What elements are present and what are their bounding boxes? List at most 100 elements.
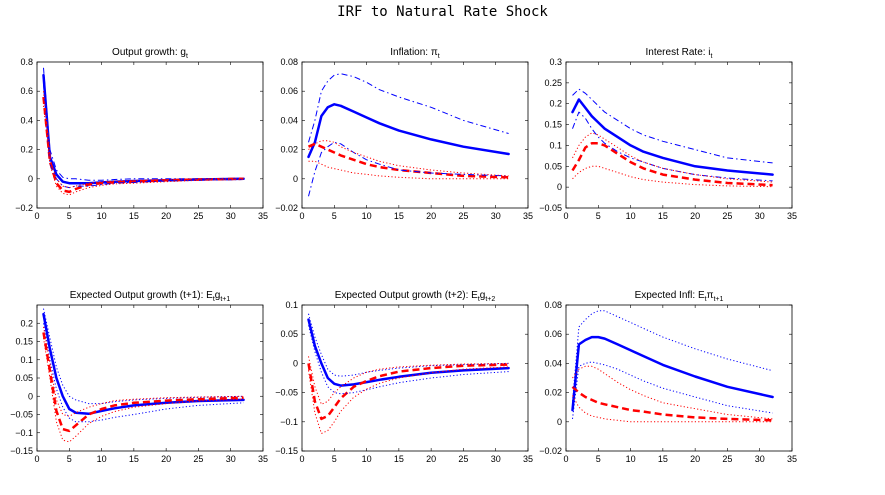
axes-box [36,61,264,209]
series-line-3 [572,88,773,164]
y-tick-label: 0.08 [544,300,562,310]
series-line-3 [308,313,509,377]
series-line-1 [571,335,774,412]
x-tick-label: 35 [787,454,797,464]
subplot-3: Interest Rate: it0 5 10 15 20 25 30 35−0.0500.0… [539,47,797,221]
series-line-4 [308,141,509,197]
series-line-4 [572,111,773,182]
x-tick-label: 35 [523,454,533,464]
x-tick-label: 0 [563,211,568,221]
y-tick-label: 0 [28,391,33,401]
x-tick-label: 15 [658,454,668,464]
x-tick-label: 35 [258,211,268,221]
series-line-3 [43,67,244,181]
y-tick-label: 0 [28,174,33,184]
subplot-4: Expected Output growth (t+1): Etgt+1 0 5 10… [10,290,268,464]
y-tick-label: 0.02 [280,145,298,155]
x-tick-label: 35 [787,211,797,221]
x-tick-label: 10 [626,211,636,221]
x-tick-label: 0 [34,211,39,221]
series-line-3 [43,308,244,405]
subplot-title: Inflation: πt [390,47,439,60]
series-line-2 [571,385,773,422]
series-line-6 [572,395,773,423]
y-tick-label: −0.05 [539,203,562,213]
x-tick-label: 5 [332,454,337,464]
subplot-title: Expected Output growth (t+2): Etgt+2 [335,290,496,303]
y-tick-label: 0 [293,174,298,184]
y-tick-label: 0 [557,182,562,192]
series-line-5 [572,365,773,420]
x-tick-label: 35 [523,211,533,221]
series-line-3 [308,73,509,143]
x-tick-label: 25 [193,454,203,464]
y-tick-label: 0.08 [280,57,298,67]
x-tick-label: 15 [394,454,404,464]
y-tick-label: 0.04 [544,358,562,368]
y-tick-label: −0.15 [10,446,33,456]
x-tick-label: 5 [67,211,72,221]
y-tick-label: 0.06 [280,86,298,96]
x-tick-label: 20 [690,211,700,221]
x-tick-label: 10 [97,211,107,221]
x-tick-label: 5 [67,454,72,464]
subplot-6: Expected Infl: Etπt+1 0 5 10 15 20 25 30 35 −0.02… [539,290,797,464]
series-line-2 [307,363,509,421]
x-tick-label: 5 [332,211,337,221]
x-tick-label: 35 [258,454,268,464]
y-tick-label: 0.06 [544,329,562,339]
axes-box [565,61,793,209]
y-tick-label: −0.02 [539,446,562,456]
y-tick-label: 0.4 [20,115,33,125]
series-line-4 [43,83,244,189]
subplot-title: Output growth: gt [112,47,188,60]
x-tick-label: 15 [129,454,139,464]
y-tick-label: 0.1 [285,300,298,310]
x-tick-label: 5 [596,454,601,464]
x-tick-label: 0 [299,211,304,221]
series-line-1 [42,73,245,185]
x-tick-label: 10 [97,454,107,464]
y-tick-label: 0.05 [544,161,562,171]
y-tick-label: 0.15 [15,337,33,347]
axes-box [36,304,264,452]
y-tick-label: −0.2 [15,203,33,213]
x-tick-label: 20 [690,454,700,464]
series-line-4 [43,323,244,423]
x-tick-label: 20 [161,211,171,221]
y-tick-label: −0.05 [275,388,298,398]
subplot-title: Expected Infl: Etπt+1 [635,290,724,303]
y-tick-label: 0.8 [20,57,33,67]
series-line-1 [307,103,510,159]
y-tick-label: 0.15 [544,120,562,130]
x-tick-label: 10 [362,454,372,464]
x-tick-label: 15 [658,211,668,221]
axes-box [301,304,529,452]
series-line-2 [42,332,244,433]
series-line-2 [571,142,773,187]
axes-box [301,61,529,209]
series-line-6 [43,337,244,443]
series-line-1 [307,318,510,387]
figure-title: IRF to Natural Rate Shock [337,4,548,20]
x-tick-label: 0 [34,454,39,464]
y-tick-label: 0.04 [280,115,298,125]
x-tick-label: 10 [626,454,636,464]
y-tick-label: 0.2 [20,145,33,155]
y-tick-label: 0.1 [549,140,562,150]
series-line-5 [572,132,773,183]
x-tick-label: 30 [755,211,765,221]
x-tick-label: 25 [458,211,468,221]
x-tick-label: 25 [722,454,732,464]
series-line-2 [42,96,244,194]
y-tick-label: 0 [557,417,562,427]
y-tick-label: −0.1 [280,417,298,427]
x-tick-label: 25 [193,211,203,221]
series-line-4 [308,325,509,395]
subplot-title: Interest Rate: it [646,47,713,60]
y-tick-label: −0.02 [275,203,298,213]
series-line-5 [308,356,509,405]
x-tick-label: 10 [362,211,372,221]
y-tick-label: 0.25 [544,78,562,88]
x-tick-label: 20 [426,454,436,464]
